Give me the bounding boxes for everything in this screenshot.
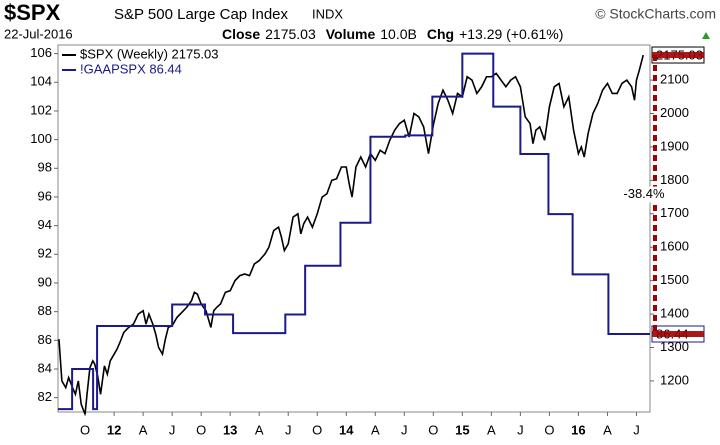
legend-label: !GAAPSPX 86.44 [80,61,182,76]
series-line [58,54,645,415]
plot-frame [57,44,651,413]
y2-tick-label: 1900 [660,138,689,153]
stat-label: Volume [326,26,376,42]
y-tick-label: 106 [30,45,52,60]
x-tick-label: A [487,422,496,437]
x-tick-label: 16 [571,422,585,437]
y-tick-label: 90 [38,274,52,289]
x-tick-label: J [401,422,408,437]
y-tick-label: 82 [38,389,52,404]
value-tag-bar [652,331,704,338]
legend-label: $SPX (Weekly) 2175.03 [80,46,219,61]
y-tick-label: 100 [30,131,52,146]
exchange: INDX [312,6,343,21]
stat-value: +13.29 (+0.61%) [459,26,563,42]
y2-tick-label: 1300 [660,339,689,354]
annotation-bg [622,186,666,203]
x-tick-label: J [285,422,292,437]
x-tick-label: A [371,422,380,437]
stats: Close 2175.03 Volume 10.0B Chg +13.29 (+0.61%… [222,26,563,42]
series-line [58,52,650,411]
x-tick-label: O [80,422,90,437]
y-tick-label: 86 [38,332,52,347]
x-tick-label: J [633,422,640,437]
x-tick-label: A [255,422,264,437]
y-tick-label: 96 [38,188,52,203]
x-tick-label: A [603,422,612,437]
stat-label: Close [222,26,260,42]
credit: © StockCharts.com [595,6,716,22]
y-tick-label: 92 [38,246,52,261]
stat-label: Chg [427,26,454,42]
stat-value: 2175.03 [265,26,316,42]
y-tick-label: 98 [38,160,52,175]
y-tick-label: 88 [38,303,52,318]
y2-tick-label: 1700 [660,205,689,220]
y2-tick-label: 1500 [660,272,689,287]
x-tick-label: O [312,422,322,437]
y-tick-label: 84 [38,360,52,375]
x-tick-label: O [544,422,554,437]
x-tick-label: A [139,422,148,437]
stat-value: 10.0B [380,26,417,42]
y2-tick-label: 1400 [660,306,689,321]
date: 22-Jul-2016 [4,26,73,41]
y-tick-label: 94 [38,217,52,232]
y-tick-label: 104 [30,74,52,89]
symbol: $SPX [4,0,61,25]
x-tick-label: 15 [455,422,469,437]
y2-tick-label: 2000 [660,105,689,120]
x-tick-label: J [517,422,524,437]
x-tick-label: 12 [107,422,121,437]
index-name: S&P 500 Large Cap Index [114,6,289,23]
x-tick-label: O [196,422,206,437]
y2-tick-label: 1800 [660,172,689,187]
annotation: -38.4% [623,186,665,201]
y2-tick-label: 1600 [660,239,689,254]
value-tag-bar [652,52,704,59]
y2-tick-label: 2100 [660,72,689,87]
y2-tick-label: 1200 [660,372,689,387]
y-tick-label: 102 [30,102,52,117]
x-tick-label: J [169,422,176,437]
x-tick-label: 14 [339,422,354,437]
x-tick-label: O [428,422,438,437]
x-tick-label: 13 [223,422,237,437]
up-arrow [702,32,710,39]
